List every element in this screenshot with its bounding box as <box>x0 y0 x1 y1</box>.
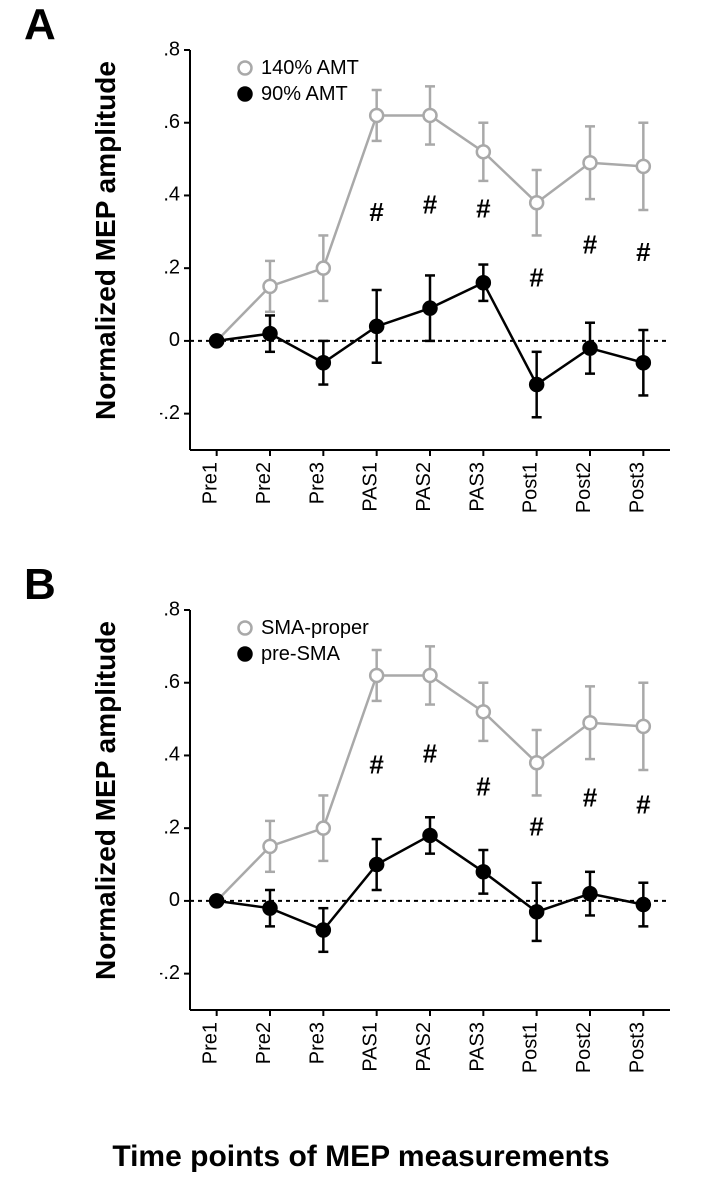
marker-open <box>530 196 543 209</box>
panel-b-label: B <box>24 560 56 610</box>
panel-a-label: A <box>24 0 56 50</box>
panel-b-plot: -.20.2.4.6.8Pre1Pre2Pre3PAS1PAS2PAS3Post… <box>160 600 680 1020</box>
legend-label-open: 140% AMT <box>261 57 359 79</box>
panel-a-plot: -.20.2.4.6.8Pre1Pre2Pre3PAS1PAS2PAS3Post… <box>160 40 680 460</box>
y-tick-label: .4 <box>163 184 180 206</box>
marker-closed <box>210 334 223 347</box>
marker-closed <box>370 858 383 871</box>
marker-open <box>637 160 650 173</box>
y-tick-label: .4 <box>163 744 180 766</box>
x-tick-label: Pre2 <box>253 462 275 504</box>
panel-b-ylabel: Normalized MEP amplitude <box>90 621 122 980</box>
marker-open <box>317 822 330 835</box>
marker-closed <box>637 898 650 911</box>
marker-closed <box>477 865 490 878</box>
marker-closed <box>477 276 490 289</box>
significance-hash: # <box>636 790 651 820</box>
marker-open <box>584 156 597 169</box>
marker-open <box>530 756 543 769</box>
panel-a-ylabel: Normalized MEP amplitude <box>90 61 122 420</box>
x-tick-label: Post3 <box>626 462 648 513</box>
marker-closed <box>424 829 437 842</box>
significance-hash: # <box>423 190 438 220</box>
y-tick-label: .2 <box>163 256 180 278</box>
y-tick-label: -.2 <box>160 402 180 424</box>
x-tick-label: Post3 <box>626 1022 648 1073</box>
marker-closed <box>317 924 330 937</box>
marker-open <box>477 705 490 718</box>
significance-hash: # <box>369 750 384 780</box>
marker-open <box>370 109 383 122</box>
marker-open <box>637 720 650 733</box>
marker-closed <box>584 342 597 355</box>
y-tick-label: .6 <box>163 671 180 693</box>
legend-marker-closed <box>239 648 252 661</box>
y-tick-label: .6 <box>163 111 180 133</box>
legend-label-open: SMA-proper <box>261 617 369 639</box>
marker-open <box>317 262 330 275</box>
x-tick-label: Pre1 <box>200 462 222 504</box>
legend-label-closed: 90% AMT <box>261 83 348 105</box>
marker-closed <box>264 902 277 915</box>
marker-open <box>477 145 490 158</box>
marker-open <box>370 669 383 682</box>
y-tick-label: 0 <box>169 889 180 911</box>
global-x-axis-label: Time points of MEP measurements <box>0 1140 722 1174</box>
marker-closed <box>424 302 437 315</box>
marker-closed <box>530 378 543 391</box>
marker-open <box>424 669 437 682</box>
panel-a-svg: -.2 0 .2 .4 .6 .8 Pre1 Pre2 Pre3 PAS1 PAS2 PAS3 Post… <box>160 40 720 540</box>
x-tick-label: PAS2 <box>413 462 435 512</box>
legend-marker-open <box>239 622 252 635</box>
marker-closed <box>530 905 543 918</box>
y-tick-label: .8 <box>163 40 180 60</box>
panel-b-svg: -.2 0 .2 .4 .6 .8 Pre1 Pre2 Pre3 PAS1 PAS2 PAS3 Post… <box>160 600 720 1100</box>
series-line-open <box>217 675 644 900</box>
marker-closed <box>637 356 650 369</box>
significance-hash: # <box>529 811 544 841</box>
x-tick-label: PAS3 <box>466 1022 488 1072</box>
marker-closed <box>584 887 597 900</box>
legend-marker-open <box>239 62 252 75</box>
significance-hash: # <box>636 237 651 267</box>
x-tick-label: Pre2 <box>253 1022 275 1064</box>
x-tick-label: PAS1 <box>360 462 382 512</box>
significance-hash: # <box>529 262 544 292</box>
significance-hash: # <box>369 197 384 227</box>
x-tick-label: Pre3 <box>306 462 328 504</box>
y-tick-label: .8 <box>163 600 180 620</box>
x-tick-label: Post1 <box>520 1022 542 1073</box>
x-tick-label: Post2 <box>573 462 595 513</box>
significance-hash: # <box>423 739 438 769</box>
marker-closed <box>264 327 277 340</box>
significance-hash: # <box>583 782 598 812</box>
marker-closed <box>317 356 330 369</box>
x-tick-label: Post2 <box>573 1022 595 1073</box>
y-tick-label: .2 <box>163 816 180 838</box>
significance-hash: # <box>476 771 491 801</box>
significance-hash: # <box>583 230 598 260</box>
marker-closed <box>210 894 223 907</box>
marker-closed <box>370 320 383 333</box>
x-tick-label: Pre1 <box>200 1022 222 1064</box>
x-tick-label: PAS2 <box>413 1022 435 1072</box>
x-tick-label: PAS1 <box>360 1022 382 1072</box>
significance-hash: # <box>476 193 491 223</box>
legend-marker-closed <box>239 88 252 101</box>
y-tick-label: -.2 <box>160 962 180 984</box>
legend-label-closed: pre-SMA <box>261 643 341 665</box>
panel-a: A Normalized MEP amplitude -.2 0 .2 .4 .6 .8 P… <box>0 0 722 560</box>
x-tick-label: PAS3 <box>466 462 488 512</box>
marker-open <box>584 716 597 729</box>
x-tick-label: Post1 <box>520 462 542 513</box>
y-tick-label: 0 <box>169 329 180 351</box>
marker-open <box>424 109 437 122</box>
x-tick-label: Pre3 <box>306 1022 328 1064</box>
marker-open <box>264 840 277 853</box>
panel-b: B Normalized MEP amplitude -.2 0 .2 .4 .6 .8 P… <box>0 560 722 1120</box>
marker-open <box>264 280 277 293</box>
